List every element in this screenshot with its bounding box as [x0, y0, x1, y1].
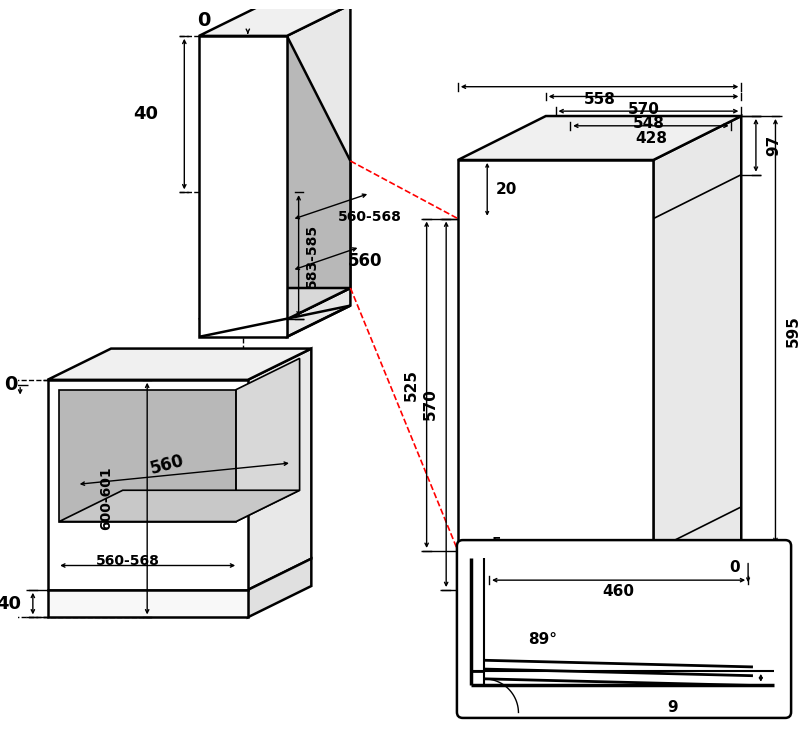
Text: 9: 9	[667, 700, 678, 714]
Text: 428: 428	[635, 131, 667, 146]
Text: 560: 560	[148, 452, 186, 478]
Polygon shape	[199, 4, 350, 36]
Text: 20: 20	[496, 182, 518, 197]
Polygon shape	[248, 559, 311, 617]
Text: 5: 5	[492, 536, 502, 550]
Text: 89°: 89°	[529, 632, 558, 648]
Text: 560: 560	[348, 251, 382, 270]
Text: 97: 97	[766, 135, 781, 156]
Text: 600-601: 600-601	[99, 467, 113, 531]
Text: 0: 0	[729, 560, 740, 575]
Text: 40: 40	[133, 105, 158, 123]
Polygon shape	[47, 348, 311, 380]
Text: 560-568: 560-568	[338, 209, 402, 223]
Text: 20: 20	[502, 565, 522, 579]
Polygon shape	[59, 390, 236, 522]
Text: 560-568: 560-568	[96, 553, 159, 567]
Polygon shape	[654, 116, 742, 590]
Text: 525: 525	[403, 369, 418, 401]
Polygon shape	[59, 490, 300, 522]
Text: 583-585: 583-585	[306, 223, 319, 288]
Polygon shape	[287, 4, 350, 337]
Polygon shape	[287, 36, 350, 319]
Text: 548: 548	[633, 116, 664, 132]
Text: 595: 595	[540, 587, 571, 602]
Polygon shape	[199, 36, 287, 337]
FancyBboxPatch shape	[457, 540, 791, 718]
Text: 570: 570	[628, 101, 659, 117]
Polygon shape	[47, 380, 248, 590]
Text: 460: 460	[602, 584, 634, 599]
Text: 558: 558	[584, 92, 615, 107]
Polygon shape	[47, 590, 248, 617]
Text: 40: 40	[0, 595, 21, 612]
Text: 595: 595	[786, 315, 800, 347]
Text: 570: 570	[423, 388, 438, 420]
Polygon shape	[199, 288, 350, 319]
Polygon shape	[458, 116, 742, 160]
Polygon shape	[458, 160, 654, 590]
Text: 0: 0	[4, 376, 17, 394]
Text: 0: 0	[197, 11, 210, 29]
Polygon shape	[236, 359, 300, 522]
Polygon shape	[248, 348, 311, 590]
